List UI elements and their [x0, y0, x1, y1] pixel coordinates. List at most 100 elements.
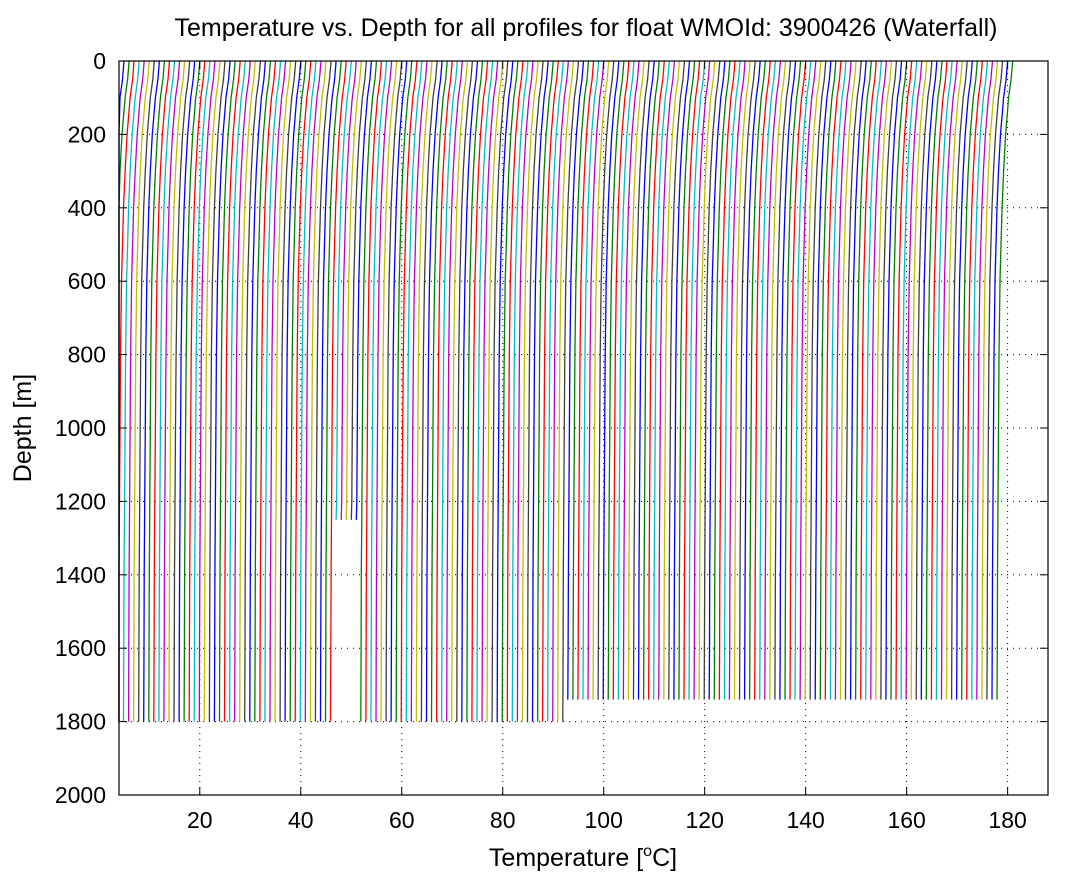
y-axis-label: Depth [m] — [9, 374, 37, 482]
profile-line — [567, 60, 585, 700]
profile-line — [814, 60, 832, 700]
x-tick-label: 160 — [887, 807, 925, 833]
profile-line — [834, 60, 852, 700]
profile-line — [865, 60, 883, 700]
profile-line — [228, 60, 246, 722]
profile-line — [860, 60, 877, 700]
profile-line — [531, 60, 549, 722]
profile-line — [890, 60, 908, 700]
profile-line — [779, 60, 797, 700]
profile-line — [829, 60, 847, 700]
profile-line — [612, 60, 630, 700]
profile-line — [466, 60, 484, 722]
profile-line — [183, 60, 201, 722]
profile-line — [945, 60, 963, 700]
profile-line — [360, 60, 378, 722]
profile-line — [329, 60, 347, 722]
profile-line — [607, 60, 625, 700]
profile-line — [193, 60, 211, 722]
profile-line — [663, 60, 681, 700]
profile-line — [415, 60, 433, 722]
profile-line — [698, 60, 716, 700]
profile-line — [875, 60, 893, 700]
profile-line — [693, 60, 711, 700]
x-tick-label: 180 — [988, 807, 1026, 833]
profile-line — [476, 60, 494, 722]
profile-line — [587, 60, 605, 700]
profile-line — [738, 60, 756, 700]
profile-line — [976, 60, 994, 700]
axis-ticks: 20 40 60 80 100 120 140 160 18002004006008001000… — [55, 48, 1048, 833]
profile-line — [158, 60, 176, 722]
profile-line — [713, 60, 731, 700]
profile-line — [143, 60, 161, 722]
profile-line — [844, 60, 862, 700]
profile-line — [233, 60, 251, 722]
profile-line — [254, 60, 272, 722]
x-tick-label: 80 — [490, 807, 516, 833]
profile-line — [824, 60, 842, 700]
profile-line — [340, 60, 357, 520]
profile-line — [456, 60, 474, 722]
profile-line — [198, 60, 216, 722]
profile-line — [557, 60, 575, 722]
profile-line — [799, 60, 817, 700]
profile-line — [577, 60, 595, 700]
profile-line — [880, 60, 898, 700]
profile-line — [622, 60, 640, 700]
profile-line — [854, 60, 872, 700]
profile-line — [895, 60, 913, 700]
profile-line — [683, 60, 701, 700]
profile-line — [804, 60, 822, 700]
profile-line — [269, 60, 287, 722]
profile-line — [819, 60, 837, 700]
profile-line — [526, 60, 544, 722]
profile-line — [900, 60, 918, 700]
profile-line — [637, 60, 655, 700]
profile-line — [122, 60, 140, 722]
profile-line — [324, 60, 342, 722]
profile-line — [996, 60, 1014, 700]
y-tick-label: 2000 — [55, 782, 106, 808]
profile-line — [213, 60, 231, 722]
profile-line — [314, 60, 332, 722]
profile-line — [506, 60, 524, 722]
profile-line — [274, 60, 292, 722]
profile-line — [668, 60, 686, 700]
profile-line — [547, 60, 564, 722]
profile-line — [582, 60, 600, 700]
profile-line — [981, 60, 999, 700]
profile-line — [249, 60, 267, 722]
profile-line — [385, 60, 403, 722]
profile-line — [632, 60, 650, 700]
profile-line — [885, 60, 903, 700]
profile-line — [430, 60, 448, 722]
profile-line — [471, 60, 489, 722]
profile-line — [920, 60, 938, 700]
profile-line — [592, 60, 610, 700]
profile-line — [410, 60, 428, 722]
profile-line — [597, 60, 615, 700]
profile-line — [536, 60, 554, 722]
profile-line — [118, 60, 135, 722]
x-tick-label: 120 — [685, 807, 723, 833]
profile-line — [501, 60, 519, 722]
profile-line — [208, 60, 226, 722]
profile-line — [925, 60, 943, 700]
profile-line — [541, 60, 559, 722]
profile-line — [319, 60, 337, 722]
profile-line — [759, 60, 777, 700]
profile-line — [279, 60, 297, 722]
profile-line — [223, 60, 241, 722]
profile-line — [905, 60, 923, 700]
profile-line — [446, 60, 463, 722]
profile-line — [986, 60, 1004, 700]
profile-lines — [118, 60, 1014, 722]
profile-line — [718, 60, 736, 700]
profile-line — [521, 60, 539, 722]
profile-line — [491, 60, 509, 722]
y-tick-label: 800 — [68, 342, 106, 368]
profile-line — [743, 60, 761, 700]
profile-line — [769, 60, 787, 700]
